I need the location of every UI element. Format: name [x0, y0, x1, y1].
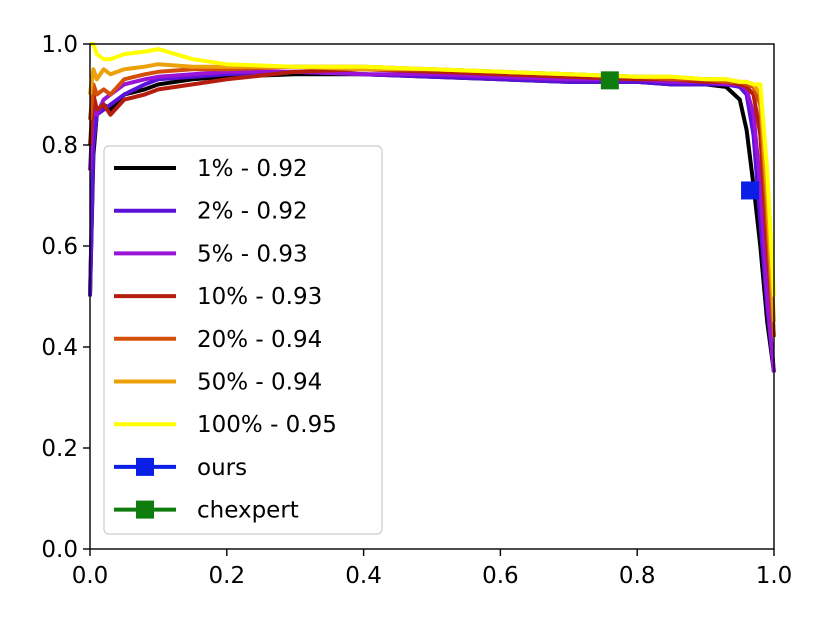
legend-entry-1-0-92: 1% - 0.92: [114, 156, 308, 182]
marker-ours: [741, 181, 760, 200]
legend-entry-2-0-92: 2% - 0.92: [114, 199, 308, 225]
y-tick-label: 0.0: [41, 537, 78, 563]
legend-label: 1% - 0.92: [197, 156, 308, 182]
series-line-100-0-95: [90, 42, 776, 297]
legend-label: 10% - 0.93: [197, 284, 322, 310]
legend-label: 50% - 0.94: [197, 370, 322, 396]
x-tick-label: 0.0: [72, 563, 109, 589]
legend-entry-100-0-95: 100% - 0.95: [114, 412, 337, 438]
x-tick-label: 0.2: [209, 563, 246, 589]
legend-label: 2% - 0.92: [197, 199, 308, 225]
y-axis: 0.0 0.2 0.4 0.6 0.8 1.0: [41, 32, 90, 563]
y-tick-label: 0.8: [41, 133, 78, 159]
x-tick-label: 0.8: [619, 563, 656, 589]
point-markers: [600, 71, 760, 200]
legend-entry-ours: ours: [114, 455, 247, 481]
legend-label: ours: [197, 455, 247, 481]
legend-box: [103, 145, 383, 535]
legend-marker: [136, 457, 154, 476]
legend-marker: [136, 500, 154, 519]
series-line-10-0-93: [88, 67, 776, 338]
legend-entry-10-0-93: 10% - 0.93: [114, 284, 322, 310]
legend-label: 100% - 0.95: [197, 412, 337, 438]
legend-label: chexpert: [197, 498, 299, 524]
x-tick-label: 0.4: [345, 563, 382, 589]
legend: 1% - 0.92 2% - 0.92 5% - 0.93 10% - 0.93 20%…: [103, 145, 383, 535]
x-axis: 0.0 0.2 0.4 0.6 0.8 1.0: [72, 549, 793, 589]
x-tick-label: 1.0: [756, 563, 793, 589]
y-tick-label: 0.6: [41, 234, 78, 260]
legend-entry-chexpert: chexpert: [114, 498, 299, 524]
y-tick-label: 0.2: [41, 436, 78, 462]
marker-chexpert: [600, 71, 619, 90]
plot-frame: [89, 43, 775, 550]
x-tick-label: 0.6: [482, 563, 519, 589]
legend-entry-5-0-93: 5% - 0.93: [114, 241, 308, 267]
y-tick-label: 0.4: [41, 335, 78, 361]
series-lines: [88, 42, 776, 373]
legend-label: 20% - 0.94: [197, 327, 322, 353]
legend-label: 5% - 0.93: [197, 241, 308, 267]
legend-entry-20-0-94: 20% - 0.94: [114, 327, 322, 353]
legend-entry-50-0-94: 50% - 0.94: [114, 370, 322, 396]
y-tick-label: 1.0: [41, 32, 78, 58]
